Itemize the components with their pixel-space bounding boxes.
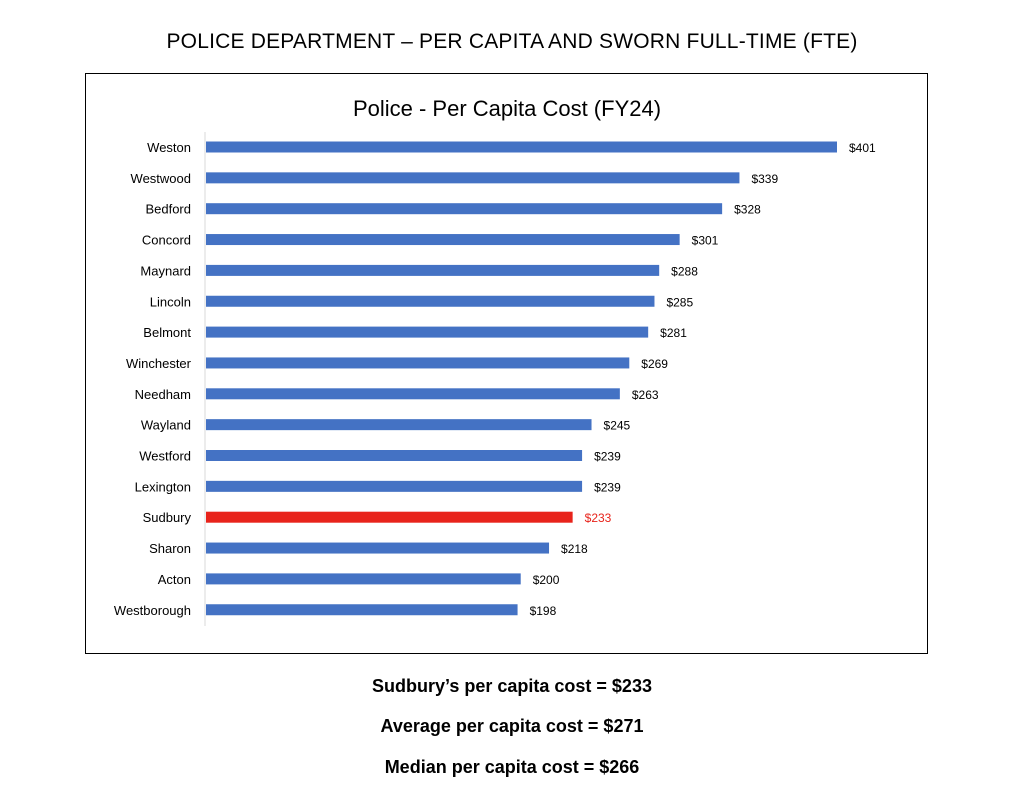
category-label-westford: Westford — [139, 449, 191, 464]
value-label-acton: $200 — [533, 573, 560, 587]
category-label-acton: Acton — [158, 572, 191, 587]
bar-winchester — [206, 357, 630, 369]
bar-westford — [206, 450, 583, 461]
chart-frame: Police - Per Capita Cost (FY24) Weston $4… — [85, 73, 928, 654]
value-label-lexington: $239 — [594, 480, 621, 494]
bar-concord — [206, 234, 680, 246]
average-cost-summary: Average per capita cost = $271 — [380, 716, 644, 736]
median-cost-summary: Median per capita cost = $266 — [384, 757, 640, 777]
value-label-westwood: $339 — [751, 172, 778, 186]
value-label-sharon: $218 — [561, 542, 588, 556]
bar-weston — [206, 141, 837, 153]
category-label-winchester: Winchester — [126, 356, 192, 371]
sudbury-cost-summary: Sudbury’s per capita cost = $233 — [372, 676, 652, 696]
value-label-westborough: $198 — [530, 604, 557, 618]
value-label-sudbury: $233 — [585, 511, 612, 525]
category-label-lincoln: Lincoln — [150, 294, 191, 309]
value-label-winchester: $269 — [641, 357, 668, 371]
value-label-lincoln: $285 — [666, 295, 693, 309]
bar-belmont — [206, 326, 649, 338]
page-heading: POLICE DEPARTMENT – PER CAPITA AND SWORN… — [166, 30, 858, 53]
bar-acton — [206, 573, 521, 585]
value-label-bedford: $328 — [734, 203, 761, 217]
category-label-sudbury: Sudbury — [143, 510, 192, 525]
value-label-needham: $263 — [632, 388, 659, 402]
value-label-belmont: $281 — [660, 326, 687, 340]
bar-westborough — [206, 604, 518, 616]
chart-title: Police - Per Capita Cost (FY24) — [353, 96, 661, 121]
value-label-maynard: $288 — [671, 264, 698, 278]
category-label-belmont: Belmont — [143, 325, 191, 340]
value-label-westford: $239 — [594, 450, 621, 464]
category-label-westborough: Westborough — [114, 603, 191, 618]
category-label-needham: Needham — [135, 387, 191, 402]
category-label-sharon: Sharon — [149, 541, 191, 556]
bars-layer: Weston $401 Westwood $339 Bedford $328 Concord… — [114, 140, 876, 618]
bar-sudbury — [206, 511, 573, 523]
bar-lincoln — [206, 295, 655, 307]
value-label-wayland: $245 — [604, 419, 631, 433]
category-label-maynard: Maynard — [140, 263, 191, 278]
bar-sharon — [206, 542, 550, 554]
bar-westwood — [206, 172, 740, 184]
value-label-concord: $301 — [692, 234, 719, 248]
value-label-weston: $401 — [849, 141, 876, 155]
category-label-westwood: Westwood — [131, 171, 191, 186]
bar-wayland — [206, 419, 592, 431]
bar-chart: Police - Per Capita Cost (FY24) Weston $4… — [114, 96, 876, 626]
category-label-concord: Concord — [142, 233, 191, 248]
category-label-lexington: Lexington — [135, 479, 191, 494]
bar-bedford — [206, 203, 723, 215]
category-label-wayland: Wayland — [141, 418, 191, 433]
bar-lexington — [206, 480, 583, 492]
category-label-weston: Weston — [147, 140, 191, 155]
bar-maynard — [206, 264, 660, 276]
bar-needham — [206, 388, 620, 400]
category-label-bedford: Bedford — [145, 202, 191, 217]
